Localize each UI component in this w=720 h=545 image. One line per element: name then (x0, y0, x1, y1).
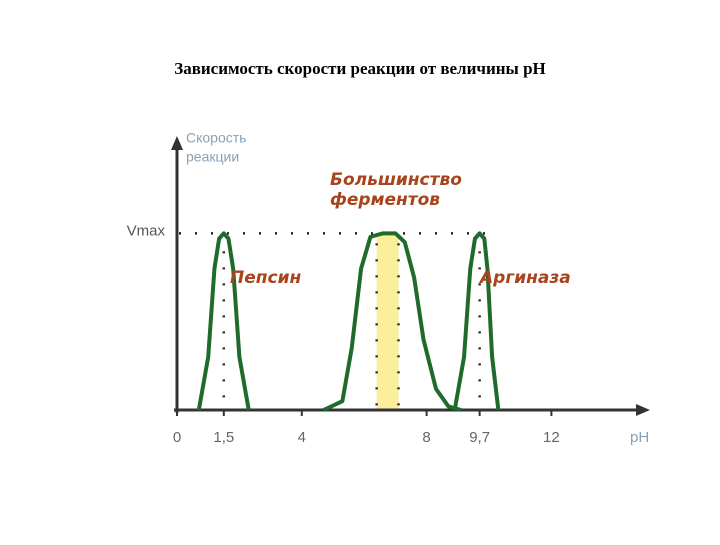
curve-label: Пепсин (230, 268, 302, 288)
curve (322, 231, 462, 412)
y-axis-label: Скорость (186, 130, 246, 146)
x-axis-label: pH (630, 429, 649, 446)
x-tick-label: 12 (543, 429, 560, 446)
curve-label: Большинство ферментов (330, 170, 462, 210)
curve (452, 231, 501, 411)
x-tick-label: 8 (422, 429, 430, 446)
x-tick-label: 4 (298, 429, 306, 446)
y-axis-label: реакции (186, 149, 239, 165)
curve (196, 231, 251, 411)
x-tick-label: 1,5 (213, 429, 234, 446)
optimum-band (376, 233, 399, 410)
y-tick-label: Vmax (127, 222, 166, 239)
y-arrow (171, 136, 183, 150)
curve-label: Аргиназа (480, 268, 571, 288)
chart-title: Зависимость скорости реакции от величины… (174, 59, 546, 78)
x-tick-label: 0 (173, 429, 181, 446)
x-arrow (636, 404, 650, 416)
x-tick-label: 9,7 (469, 429, 490, 446)
